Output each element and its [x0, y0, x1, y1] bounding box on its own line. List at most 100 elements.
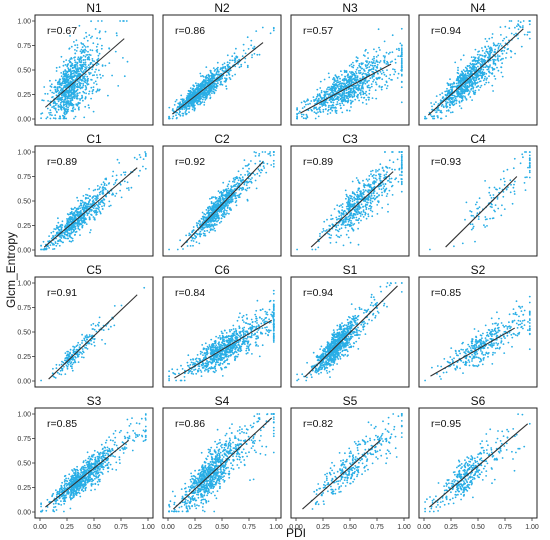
data-point [322, 104, 325, 106]
data-point [379, 60, 382, 62]
data-point [348, 82, 351, 85]
data-point [343, 71, 346, 73]
data-point [75, 39, 78, 42]
data-point [362, 87, 364, 90]
data-point [68, 77, 71, 80]
data-point [127, 189, 130, 191]
data-point [335, 109, 338, 112]
data-point [62, 70, 65, 73]
data-point [88, 90, 91, 93]
data-point [458, 105, 461, 107]
data-point [382, 71, 385, 74]
data-point [76, 61, 79, 64]
data-point [72, 103, 75, 106]
data-point [433, 103, 436, 106]
data-point [375, 60, 378, 63]
data-point [492, 62, 495, 65]
data-point [485, 54, 487, 57]
data-point [199, 86, 202, 88]
data-point [208, 80, 211, 83]
data-point [353, 94, 356, 97]
data-point [240, 65, 243, 68]
data-point [212, 225, 215, 228]
data-point [77, 223, 80, 225]
data-point [350, 63, 353, 66]
data-point [83, 116, 86, 119]
data-point [77, 85, 79, 87]
data-point [42, 99, 45, 102]
data-point [83, 63, 86, 66]
data-point [114, 182, 117, 184]
data-point [212, 91, 215, 93]
data-point [464, 77, 467, 80]
data-point [452, 104, 455, 107]
panel-c2: C2r=0.92 [162, 132, 282, 257]
data-point [182, 114, 184, 117]
data-point [472, 59, 474, 62]
data-point [356, 57, 359, 59]
data-point [348, 79, 351, 81]
data-point [79, 50, 82, 53]
data-point [87, 58, 89, 61]
data-point [61, 98, 64, 101]
data-point [84, 85, 87, 87]
data-point [477, 57, 479, 59]
data-point [483, 77, 486, 80]
data-point [493, 44, 495, 47]
data-point [272, 159, 275, 162]
data-point [391, 34, 394, 37]
data-point [87, 197, 90, 200]
data-point [59, 116, 61, 118]
data-point [358, 88, 361, 90]
data-point [76, 96, 78, 98]
data-point [251, 54, 254, 56]
data-point [391, 51, 394, 54]
data-point [99, 73, 101, 76]
data-point [243, 183, 246, 186]
data-point [359, 69, 361, 72]
data-point [72, 88, 74, 91]
data-point [176, 116, 178, 119]
data-point [258, 175, 261, 177]
data-point [80, 97, 83, 100]
data-point [334, 111, 337, 113]
data-point [251, 177, 253, 179]
data-point [91, 90, 94, 93]
data-point [351, 78, 354, 81]
data-point [105, 184, 108, 187]
data-point [373, 48, 375, 51]
data-point [501, 62, 503, 65]
data-point [349, 91, 351, 94]
data-point [211, 196, 214, 199]
data-point [460, 94, 462, 97]
data-point [357, 89, 360, 92]
data-point [48, 247, 50, 249]
data-point [458, 80, 461, 82]
data-point [82, 82, 84, 85]
data-point [191, 230, 194, 233]
data-point [500, 34, 502, 36]
data-point [339, 80, 341, 83]
data-point [65, 59, 68, 61]
data-point [367, 63, 370, 65]
data-point [74, 78, 77, 81]
data-point [233, 181, 236, 183]
data-point [105, 177, 107, 180]
data-point [440, 111, 442, 114]
data-point [100, 77, 102, 79]
data-point [352, 86, 355, 89]
data-point [56, 83, 59, 85]
data-point [379, 49, 381, 51]
data-point [487, 68, 490, 70]
data-point [238, 194, 240, 197]
data-point [233, 59, 236, 62]
data-point [300, 113, 303, 116]
data-point [377, 28, 380, 31]
data-point [333, 96, 336, 98]
data-point [101, 208, 104, 210]
data-point [91, 49, 94, 52]
data-point [229, 69, 232, 72]
data-point [74, 231, 77, 234]
data-point [447, 109, 450, 112]
data-point [87, 83, 90, 86]
